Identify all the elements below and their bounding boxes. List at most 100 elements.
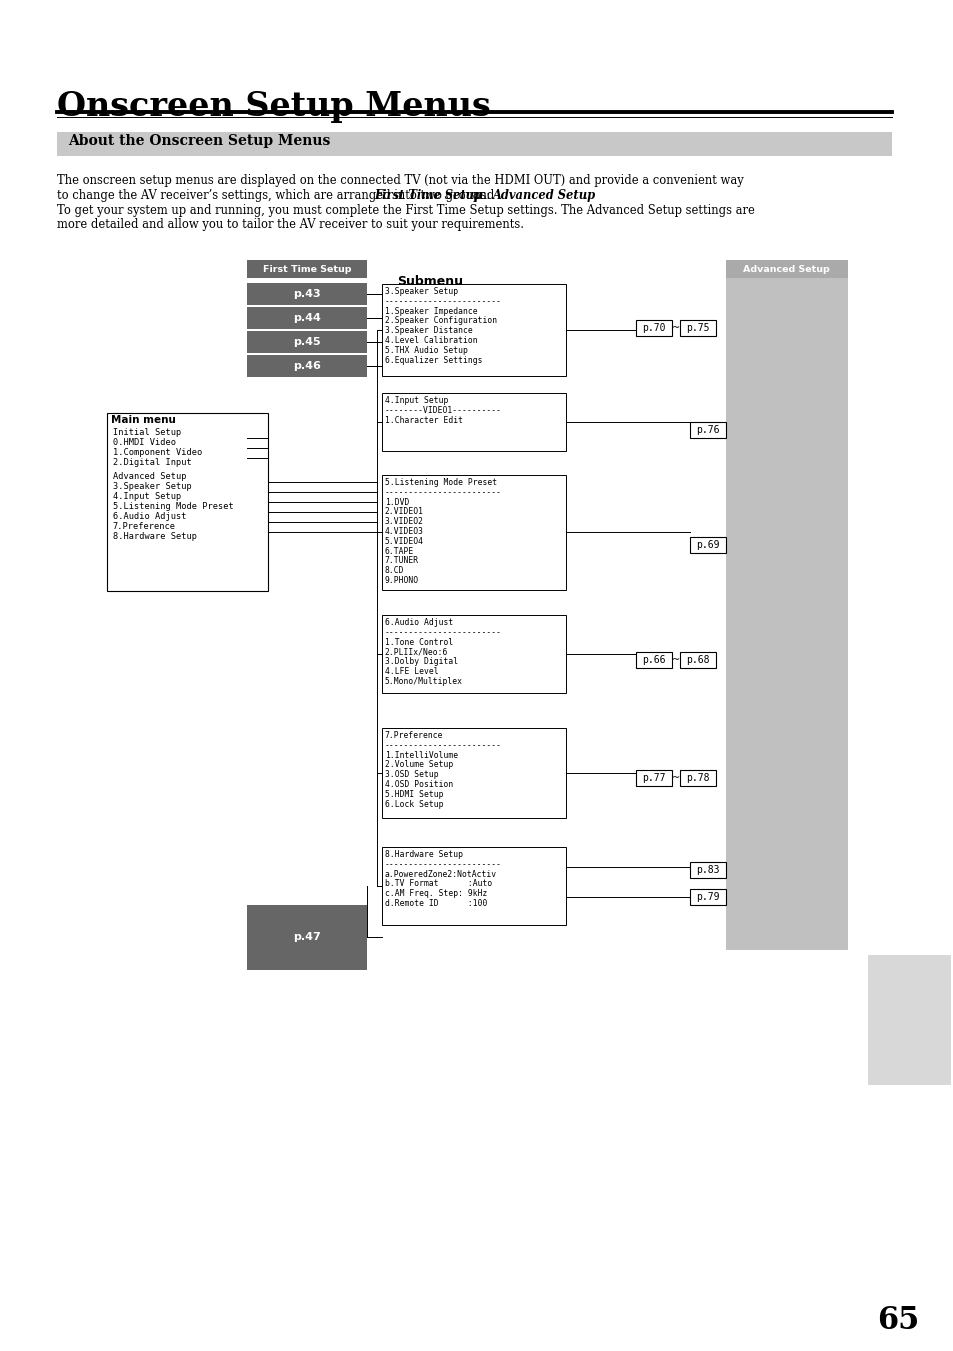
Text: p.76: p.76 <box>696 426 719 435</box>
Text: 2.VIDEO1: 2.VIDEO1 <box>384 508 423 516</box>
Text: c.AM Freq. Step: 9kHz: c.AM Freq. Step: 9kHz <box>384 889 487 898</box>
Text: 3.Speaker Setup: 3.Speaker Setup <box>112 482 192 490</box>
Text: p.79: p.79 <box>696 892 719 902</box>
Text: p.77: p.77 <box>641 773 665 784</box>
Text: ------------------------: ------------------------ <box>384 488 501 497</box>
Text: 7.TUNER: 7.TUNER <box>384 557 418 566</box>
Text: ~: ~ <box>671 655 679 665</box>
Bar <box>679 320 715 336</box>
Text: 8.Hardware Setup: 8.Hardware Setup <box>112 532 196 540</box>
Text: 5.Mono/Multiplex: 5.Mono/Multiplex <box>384 677 462 686</box>
Text: 4.Level Calibration: 4.Level Calibration <box>384 336 477 345</box>
Text: The onscreen setup menus are displayed on the connected TV (not via the HDMI OUT: The onscreen setup menus are displayed o… <box>57 174 742 186</box>
Text: 4.Input Setup: 4.Input Setup <box>112 492 181 501</box>
Text: p.47: p.47 <box>293 932 320 943</box>
Text: 7.Preference: 7.Preference <box>112 521 175 531</box>
Text: Initial Setup: Initial Setup <box>112 428 181 436</box>
Bar <box>247 905 367 970</box>
Bar <box>381 847 566 925</box>
Text: 4.VIDEO3: 4.VIDEO3 <box>384 527 423 536</box>
Text: a.PoweredZone2:NotActiv: a.PoweredZone2:NotActiv <box>384 870 497 878</box>
Text: p.44: p.44 <box>293 313 321 323</box>
Text: 3.Speaker Distance: 3.Speaker Distance <box>384 326 472 335</box>
Text: 9.PHONO: 9.PHONO <box>384 576 418 585</box>
Bar <box>689 422 725 438</box>
Text: First Time Setup: First Time Setup <box>374 189 481 203</box>
Bar <box>636 320 671 336</box>
Text: Advanced Setup: Advanced Setup <box>112 471 186 481</box>
Text: 6.Equalizer Settings: 6.Equalizer Settings <box>384 355 482 365</box>
Text: 6.Audio Adjust: 6.Audio Adjust <box>112 512 186 521</box>
Text: Advanced Setup: Advanced Setup <box>492 189 595 203</box>
Text: ------------------------: ------------------------ <box>384 859 501 869</box>
Bar <box>381 284 566 376</box>
Text: Main menu: Main menu <box>111 415 175 426</box>
Text: 5.VIDEO4: 5.VIDEO4 <box>384 536 423 546</box>
Text: 1.DVD: 1.DVD <box>384 497 409 507</box>
Bar <box>636 653 671 667</box>
Text: p.66: p.66 <box>641 655 665 665</box>
Bar <box>381 728 566 817</box>
Text: 6.TAPE: 6.TAPE <box>384 547 414 555</box>
Text: 1.Component Video: 1.Component Video <box>112 449 202 457</box>
Bar <box>689 536 725 553</box>
Text: 5.Listening Mode Preset: 5.Listening Mode Preset <box>384 478 497 486</box>
Bar <box>689 889 725 905</box>
Text: p.69: p.69 <box>696 540 719 550</box>
Text: 3.Speaker Setup: 3.Speaker Setup <box>384 286 457 296</box>
Text: 6.Audio Adjust: 6.Audio Adjust <box>384 617 453 627</box>
Text: 0.HMDI Video: 0.HMDI Video <box>112 438 175 447</box>
Bar <box>247 307 367 330</box>
Text: Onscreen Setup Menus: Onscreen Setup Menus <box>57 91 490 123</box>
Text: and: and <box>468 189 497 203</box>
Text: p.70: p.70 <box>641 323 665 332</box>
Text: 3.OSD Setup: 3.OSD Setup <box>384 770 438 780</box>
Text: About the Onscreen Setup Menus: About the Onscreen Setup Menus <box>68 134 330 149</box>
Text: Submenu: Submenu <box>396 276 462 288</box>
Text: 5.THX Audio Setup: 5.THX Audio Setup <box>384 346 467 355</box>
Text: 3.Dolby Digital: 3.Dolby Digital <box>384 657 457 666</box>
Text: 1.IntelliVolume: 1.IntelliVolume <box>384 751 457 759</box>
Bar <box>57 132 891 155</box>
Text: 6.Lock Setup: 6.Lock Setup <box>384 800 443 809</box>
Text: ~: ~ <box>671 323 679 332</box>
Text: 1.Tone Control: 1.Tone Control <box>384 638 453 647</box>
Text: p.68: p.68 <box>685 655 709 665</box>
Bar <box>381 393 566 451</box>
Text: ~: ~ <box>671 773 679 784</box>
Text: 3.VIDEO2: 3.VIDEO2 <box>384 517 423 526</box>
Text: .: . <box>584 189 587 203</box>
Text: 4.OSD Position: 4.OSD Position <box>384 780 453 789</box>
Text: 8.Hardware Setup: 8.Hardware Setup <box>384 850 462 859</box>
Bar <box>247 259 367 278</box>
Text: b.TV Format      :Auto: b.TV Format :Auto <box>384 880 492 889</box>
Text: To get your system up and running, you must complete the First Time Setup settin: To get your system up and running, you m… <box>57 204 754 218</box>
Text: First Time Setup: First Time Setup <box>263 265 351 273</box>
Bar <box>866 955 950 1085</box>
Bar <box>679 653 715 667</box>
Text: ------------------------: ------------------------ <box>384 297 501 305</box>
Text: 5.HDMI Setup: 5.HDMI Setup <box>384 790 443 798</box>
Bar <box>725 278 846 950</box>
Bar <box>725 259 846 278</box>
Text: 7.Preference: 7.Preference <box>384 731 443 740</box>
Bar <box>247 331 367 353</box>
Text: 65: 65 <box>877 1305 919 1336</box>
Text: p.45: p.45 <box>293 336 320 347</box>
Text: --------VIDEO1----------: --------VIDEO1---------- <box>384 405 501 415</box>
Text: p.43: p.43 <box>293 289 320 299</box>
Text: 2.PLIIx/Neo:6: 2.PLIIx/Neo:6 <box>384 647 448 657</box>
Text: 2.Digital Input: 2.Digital Input <box>112 458 192 467</box>
Text: p.75: p.75 <box>685 323 709 332</box>
Text: 2.Speaker Configuration: 2.Speaker Configuration <box>384 316 497 326</box>
Text: more detailed and allow you to tailor the AV receiver to suit your requirements.: more detailed and allow you to tailor th… <box>57 218 523 231</box>
Text: 8.CD: 8.CD <box>384 566 404 576</box>
Text: d.Remote ID      :100: d.Remote ID :100 <box>384 898 487 908</box>
Bar <box>247 282 367 305</box>
Bar <box>679 770 715 786</box>
Text: 4.LFE Level: 4.LFE Level <box>384 667 438 676</box>
Bar <box>636 770 671 786</box>
Bar <box>381 476 566 590</box>
Bar <box>689 862 725 878</box>
Text: Advanced Setup: Advanced Setup <box>742 265 829 273</box>
